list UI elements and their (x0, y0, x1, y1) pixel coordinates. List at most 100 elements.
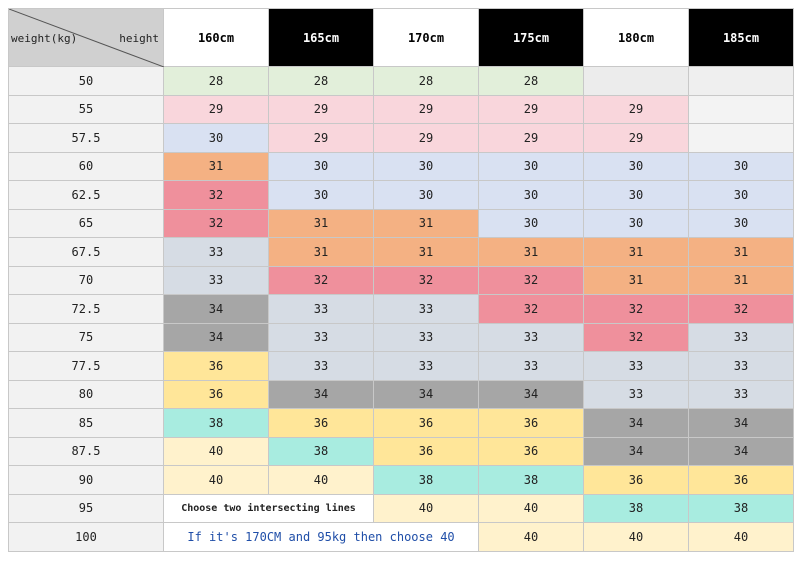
size-cell: 31 (688, 237, 794, 267)
size-cell: 40 (163, 436, 269, 466)
table-row: 70 33 32 32 32 31 31 (8, 265, 794, 295)
size-cell: 30 (163, 123, 269, 153)
size-cell: 33 (478, 322, 584, 352)
size-cell: 36 (583, 465, 689, 495)
size-cell: 33 (688, 322, 794, 352)
weight-cell: 50 (8, 66, 164, 96)
size-cell: 28 (478, 66, 584, 96)
size-cell: 32 (163, 208, 269, 238)
size-cell: 38 (688, 493, 794, 523)
size-cell: 36 (478, 408, 584, 438)
size-cell: 30 (268, 151, 374, 181)
table-row: 75 34 33 33 33 32 33 (8, 322, 794, 352)
weight-cell: 62.5 (8, 180, 164, 210)
table-row: 60 31 30 30 30 30 30 (8, 151, 794, 181)
size-cell: 31 (583, 265, 689, 295)
size-cell: 32 (688, 294, 794, 324)
size-cell: 30 (373, 151, 479, 181)
size-cell: 34 (688, 436, 794, 466)
size-cell (688, 123, 794, 153)
size-cell: 38 (583, 493, 689, 523)
size-cell: 30 (688, 151, 794, 181)
table-row: 65 32 31 31 30 30 30 (8, 208, 794, 238)
table-row: 55 29 29 29 29 29 (8, 94, 794, 124)
weight-cell: 67.5 (8, 237, 164, 267)
size-cell: 33 (688, 351, 794, 381)
size-cell: 33 (163, 265, 269, 295)
table-row: 62.5 32 30 30 30 30 30 (8, 180, 794, 210)
size-cell: 32 (163, 180, 269, 210)
table-row: 87.5 40 38 36 36 34 34 (8, 436, 794, 466)
size-cell: 40 (478, 493, 584, 523)
size-cell: 30 (478, 180, 584, 210)
size-cell: 28 (373, 66, 479, 96)
diagonal (9, 9, 164, 67)
size-cell: 29 (373, 94, 479, 124)
size-cell (688, 94, 794, 124)
size-cell: 33 (583, 351, 689, 381)
size-cell: 30 (688, 208, 794, 238)
note-cell: If it's 170CM and 95kg then choose 40 (163, 522, 479, 552)
size-cell: 33 (478, 351, 584, 381)
size-cell: 32 (478, 265, 584, 295)
height-header: 165cm (268, 8, 374, 67)
size-cell: 34 (163, 294, 269, 324)
height-header: 180cm (583, 8, 689, 67)
height-header: 185cm (688, 8, 794, 67)
size-cell: 40 (268, 465, 374, 495)
size-cell: 31 (163, 151, 269, 181)
weight-cell: 65 (8, 208, 164, 238)
size-cell: 34 (268, 379, 374, 409)
weight-cell: 57.5 (8, 123, 164, 153)
height-header: 170cm (373, 8, 479, 67)
note-cell: Choose two intersecting lines (163, 493, 374, 523)
size-cell: 40 (163, 465, 269, 495)
size-cell: 33 (373, 294, 479, 324)
size-cell: 29 (268, 94, 374, 124)
size-cell: 38 (373, 465, 479, 495)
size-cell: 36 (163, 351, 269, 381)
table-row: 50 28 28 28 28 (8, 66, 794, 96)
size-cell: 36 (268, 408, 374, 438)
size-cell: 36 (688, 465, 794, 495)
height-header: 160cm (163, 8, 269, 67)
size-cell: 31 (478, 237, 584, 267)
size-cell: 34 (373, 379, 479, 409)
size-cell: 29 (373, 123, 479, 153)
weight-cell: 95 (8, 493, 164, 523)
size-cell: 33 (583, 379, 689, 409)
size-cell: 29 (583, 123, 689, 153)
size-cell: 29 (583, 94, 689, 124)
size-cell: 33 (268, 322, 374, 352)
size-cell: 31 (373, 237, 479, 267)
table-row: 57.5 30 29 29 29 29 (8, 123, 794, 153)
size-cell: 29 (478, 94, 584, 124)
size-cell: 31 (688, 265, 794, 295)
size-cell: 40 (478, 522, 584, 552)
table-row: 95 Choose two intersecting lines 40 40 38 38 (8, 493, 794, 523)
table-row: 67.5 33 31 31 31 31 31 (8, 237, 794, 267)
corner-height: height (119, 32, 159, 45)
size-cell: 31 (268, 237, 374, 267)
table-row: 77.5 36 33 33 33 33 33 (8, 351, 794, 381)
size-cell (583, 66, 689, 96)
size-cell: 38 (163, 408, 269, 438)
size-cell: 28 (268, 66, 374, 96)
size-cell: 36 (373, 436, 479, 466)
weight-cell: 80 (8, 379, 164, 409)
size-cell: 34 (583, 436, 689, 466)
corner-cell: weight(kg) height (8, 8, 164, 67)
size-cell: 29 (163, 94, 269, 124)
table-row: 80 36 34 34 34 33 33 (8, 379, 794, 409)
size-cell: 33 (268, 351, 374, 381)
size-cell: 36 (373, 408, 479, 438)
corner-weight: weight(kg) (11, 32, 78, 45)
size-cell: 40 (373, 493, 479, 523)
size-cell: 34 (583, 408, 689, 438)
size-cell: 33 (373, 351, 479, 381)
size-cell: 40 (688, 522, 794, 552)
weight-cell: 100 (8, 522, 164, 552)
size-cell: 33 (163, 237, 269, 267)
size-cell: 33 (688, 379, 794, 409)
